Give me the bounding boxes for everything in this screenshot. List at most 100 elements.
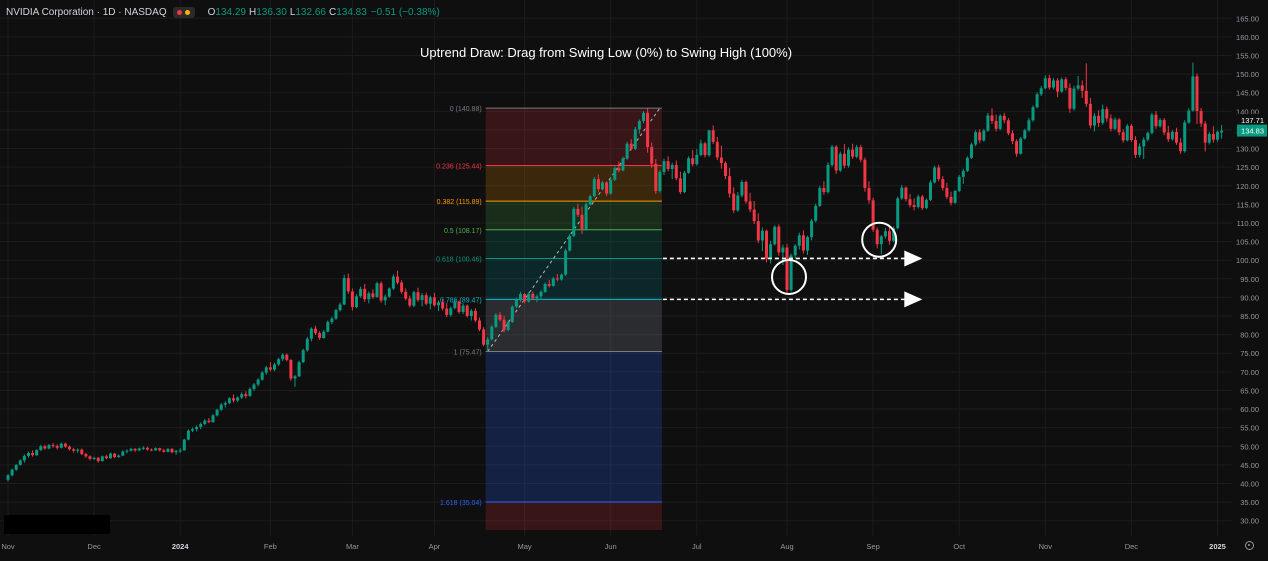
candle-body bbox=[92, 457, 96, 459]
candle-body bbox=[879, 236, 883, 245]
candle-body bbox=[970, 144, 973, 158]
candle-body bbox=[551, 278, 555, 286]
candle-body bbox=[1220, 130, 1224, 133]
candle-body bbox=[904, 187, 908, 200]
candle-body bbox=[473, 310, 477, 321]
candle-body bbox=[1154, 114, 1158, 127]
candle-body bbox=[109, 453, 112, 459]
candle-body bbox=[68, 446, 71, 450]
candle-body bbox=[342, 278, 346, 305]
candle-body bbox=[1072, 88, 1076, 109]
high-value: 136.30 bbox=[256, 6, 287, 18]
fib-level-label: 0.382 (115.89) bbox=[437, 199, 482, 206]
gear-icon[interactable] bbox=[1245, 541, 1254, 550]
candle-body bbox=[1015, 141, 1019, 154]
candle-body bbox=[990, 115, 994, 122]
chart-title: Uptrend Draw: Drag from Swing Low (0%) t… bbox=[419, 45, 793, 60]
y-axis-label: 145.00 bbox=[1236, 89, 1259, 98]
candle-body bbox=[691, 158, 695, 165]
candle-body bbox=[642, 112, 645, 122]
candle-body bbox=[1150, 114, 1154, 133]
candle-body bbox=[441, 302, 445, 309]
candle-body bbox=[35, 449, 39, 456]
candle-body bbox=[137, 448, 141, 451]
y-axis-label: 75.00 bbox=[1240, 349, 1259, 358]
candle-body bbox=[199, 423, 203, 427]
candle-body bbox=[396, 276, 399, 283]
candle-body bbox=[293, 376, 297, 379]
candle-body bbox=[465, 305, 469, 317]
candle-body bbox=[1129, 125, 1133, 140]
candle-body bbox=[84, 454, 88, 457]
x-axis-label: Nov bbox=[1039, 542, 1053, 551]
candle-body bbox=[1088, 103, 1092, 126]
candle-body bbox=[1043, 78, 1047, 89]
candle-body bbox=[699, 143, 703, 155]
candle-body bbox=[404, 291, 408, 299]
x-axis-label: Dec bbox=[1125, 542, 1139, 551]
candle-body bbox=[383, 296, 387, 301]
y-axis-label: 45.00 bbox=[1240, 461, 1259, 470]
candle-body bbox=[338, 304, 342, 311]
market-status-icon[interactable] bbox=[172, 6, 195, 18]
candle-body bbox=[744, 182, 748, 202]
candle-body bbox=[564, 250, 568, 275]
candle-body bbox=[629, 143, 633, 149]
candle-body bbox=[1175, 131, 1178, 143]
candle-body bbox=[437, 302, 440, 306]
candle-body bbox=[965, 157, 969, 171]
candle-body bbox=[158, 448, 162, 451]
candle-body bbox=[408, 298, 412, 306]
candle-body bbox=[625, 143, 629, 159]
candle-body bbox=[453, 301, 457, 309]
candle-body bbox=[797, 235, 801, 246]
candle-body bbox=[810, 220, 814, 238]
candle-body bbox=[1199, 110, 1203, 124]
symbol-name[interactable]: NVIDIA Corporation · 1D · NASDAQ bbox=[6, 6, 167, 18]
candle-body bbox=[1031, 107, 1035, 121]
candle-body bbox=[182, 439, 186, 451]
candle-body bbox=[1211, 134, 1215, 140]
candle-body bbox=[1134, 139, 1137, 155]
y-axis-label: 130.00 bbox=[1236, 145, 1259, 154]
candle-body bbox=[162, 450, 166, 452]
candle-body bbox=[273, 364, 276, 370]
candle-body bbox=[687, 158, 691, 173]
candle-body bbox=[666, 161, 670, 170]
candle-body bbox=[195, 426, 199, 430]
candle-body bbox=[953, 190, 957, 203]
candle-body bbox=[277, 359, 281, 365]
candle-body bbox=[1097, 115, 1101, 123]
candle-body bbox=[486, 339, 490, 345]
candle-body bbox=[781, 247, 785, 253]
y-axis-label: 70.00 bbox=[1240, 368, 1259, 377]
candle-body bbox=[695, 154, 699, 165]
candle-body bbox=[1006, 120, 1010, 134]
fib-level-label: 0.618 (100.46) bbox=[436, 256, 482, 263]
candle-body bbox=[18, 460, 22, 465]
low-label: L bbox=[289, 6, 296, 18]
candle-body bbox=[412, 292, 416, 306]
candle-body bbox=[1109, 118, 1113, 129]
candle-body bbox=[933, 167, 937, 183]
candle-body bbox=[1035, 94, 1039, 108]
fib-level-label: 0 (140.88) bbox=[450, 106, 482, 113]
candle-body bbox=[1216, 131, 1219, 140]
y-axis-label: 100.00 bbox=[1236, 256, 1259, 265]
redaction-box bbox=[4, 515, 110, 534]
candle-body bbox=[818, 188, 822, 206]
candle-body bbox=[1146, 132, 1150, 140]
highlight-circle bbox=[771, 258, 807, 295]
candle-body bbox=[654, 163, 658, 191]
x-axis-label: 2024 bbox=[172, 542, 190, 551]
candle-body bbox=[728, 176, 732, 194]
candle-body bbox=[814, 205, 818, 221]
candle-body bbox=[1068, 87, 1072, 109]
candle-body bbox=[875, 229, 879, 245]
candle-body bbox=[150, 449, 153, 451]
candle-body bbox=[801, 235, 805, 251]
candle-body bbox=[974, 132, 978, 145]
candle-body bbox=[145, 447, 149, 450]
